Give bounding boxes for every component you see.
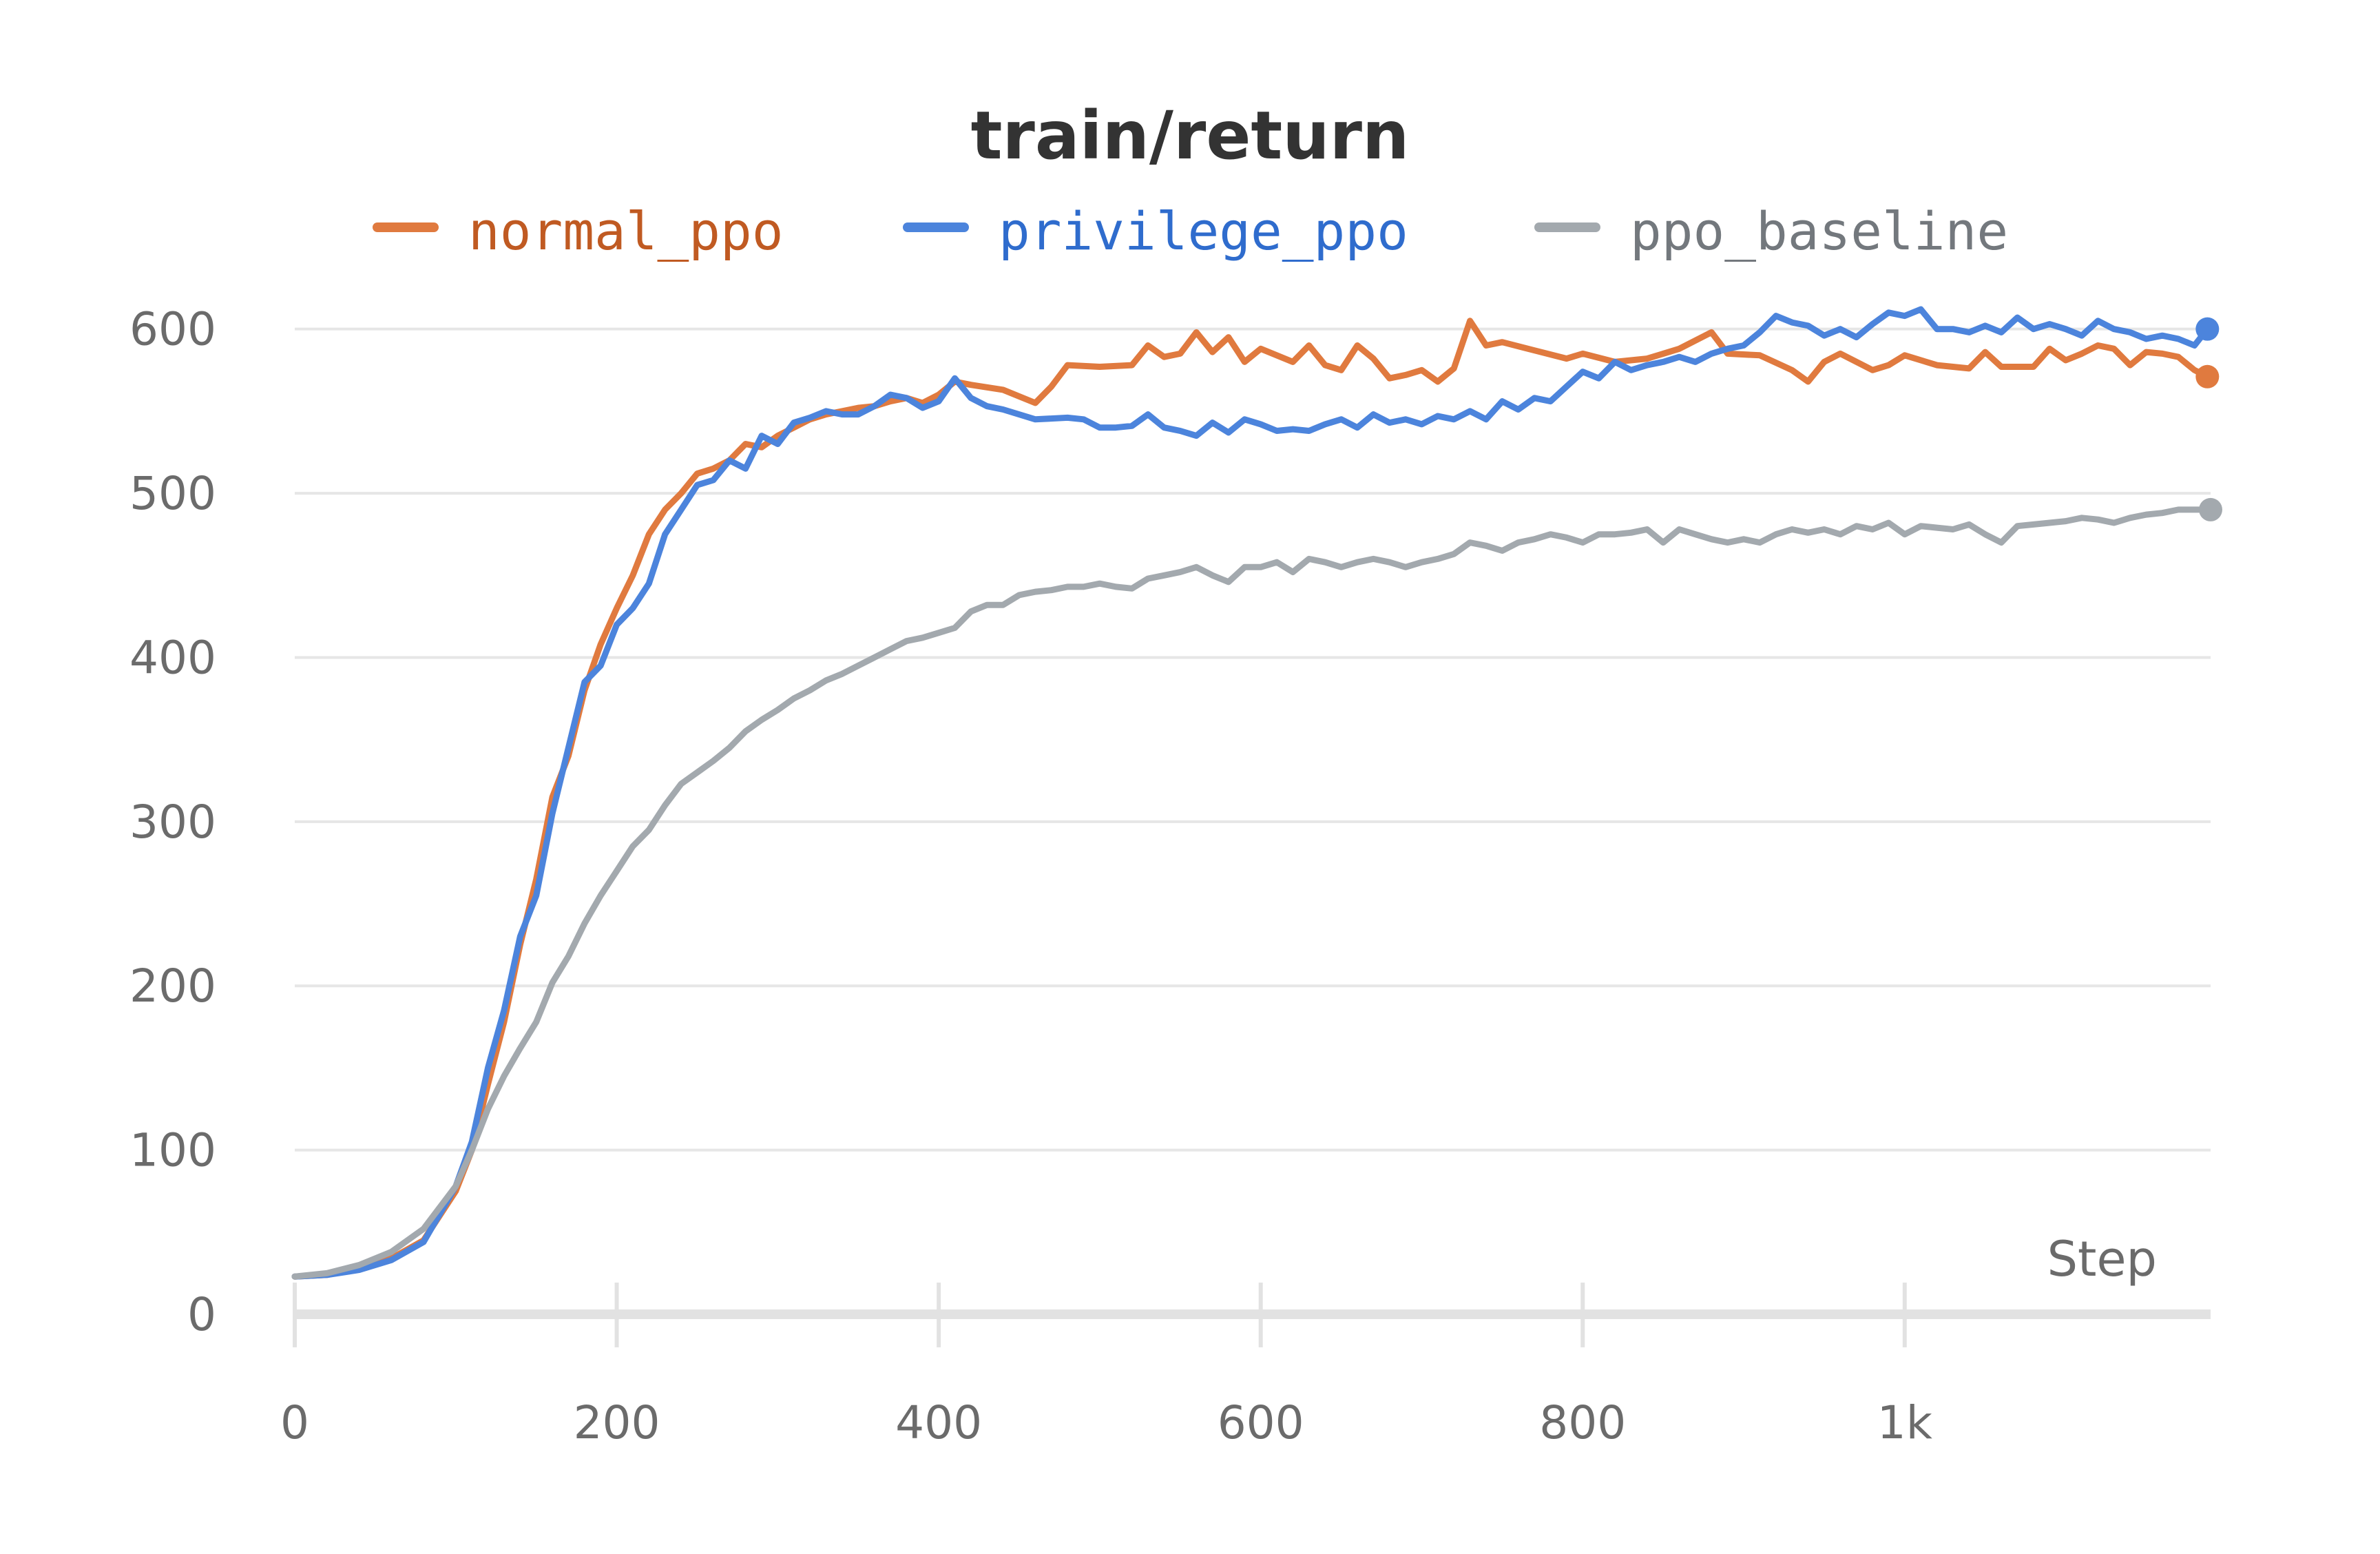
x-axis: 0 200 400 600 800 1k [280,1283,2211,1449]
x-axis-label: Step [2047,1231,2157,1287]
legend-item-ppo_baseline[interactable]: ppo_baseline [1534,200,2008,262]
x-tick-label: 600 [1218,1396,1304,1449]
series-end-marker-privilege_ppo [2195,317,2220,341]
series-group [291,306,2222,1280]
series-line-ppo_baseline [291,506,2214,1280]
chart-title: train/return [971,97,1410,174]
x-tick-label: 800 [1539,1396,1626,1449]
y-tick-label: 600 [129,303,216,356]
series-end-marker-ppo_baseline [2199,497,2222,521]
y-tick-label: 500 [129,467,216,520]
y-tick-label: 400 [129,631,216,684]
x-tick-label: 0 [280,1396,309,1449]
y-tick-label: 300 [129,796,216,849]
legend-label: privilege_ppo [999,200,1408,262]
x-tick-label: 400 [895,1396,982,1449]
x-tick-label: 200 [574,1396,660,1449]
legend-item-privilege_ppo[interactable]: privilege_ppo [903,200,1408,262]
y-tick-label: 0 [187,1288,216,1341]
legend-item-normal_ppo[interactable]: normal_ppo [373,200,784,262]
legend-label: ppo_baseline [1630,200,2008,262]
legend-label: normal_ppo [468,200,784,262]
series-line-privilege_ppo [291,306,2211,1280]
y-tick-label: 100 [129,1124,216,1177]
x-tick-label: 1k [1877,1396,1933,1449]
series-line-normal_ppo [291,318,2211,1280]
series-end-marker-normal_ppo [2195,364,2220,388]
y-tick-label: 200 [129,960,216,1013]
legend: normal_ppo privilege_ppo ppo_baseline [373,200,2008,262]
gridlines [295,327,2211,1152]
y-axis: 0 100 200 300 400 500 600 [129,303,216,1341]
